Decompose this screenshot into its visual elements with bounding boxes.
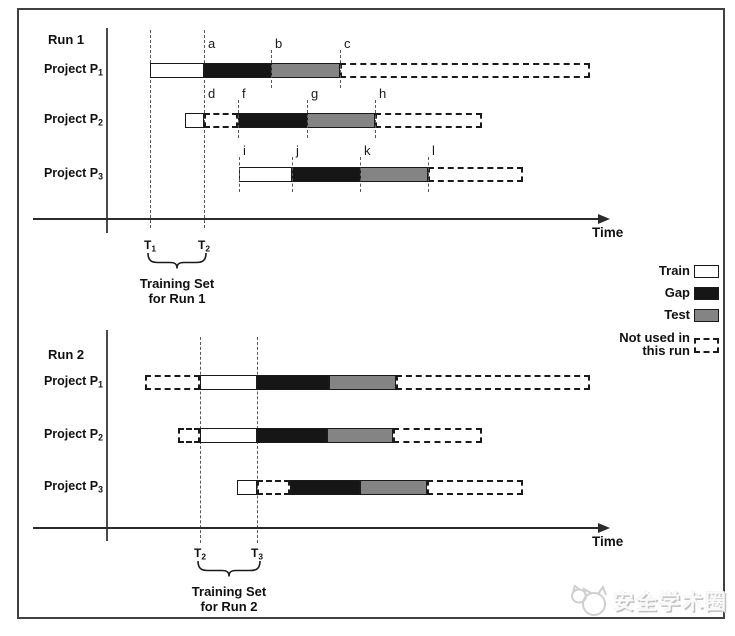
project-label: Project P2 [43, 112, 103, 128]
axis-tick-label: T2 [193, 546, 207, 562]
bar-segment-test [271, 63, 340, 78]
time-axis-label: Time [592, 225, 624, 240]
legend-swatch-test [694, 309, 719, 322]
boundary-line [340, 50, 341, 88]
boundary-label-i: i [243, 143, 246, 158]
time-axis [33, 527, 599, 529]
project-label: Project P1 [43, 374, 103, 390]
training-set-caption: Training Set [191, 584, 267, 599]
bar-segment-unused [178, 428, 200, 443]
section-vertical-line [106, 330, 108, 541]
figure-border-frame [17, 8, 725, 619]
boundary-label-k: k [364, 143, 371, 158]
boundary-label-a: a [208, 36, 216, 51]
boundary-line [307, 100, 308, 138]
legend-label-train: Train [658, 263, 690, 278]
bar-segment-test [329, 375, 396, 390]
bar-segment-train [200, 375, 257, 390]
bar-segment-gap [292, 167, 360, 182]
training-set-caption: for Run 2 [200, 599, 258, 614]
boundary-label-l: l [432, 143, 435, 158]
bar-segment-gap [238, 113, 307, 128]
axis-tick-label: T3 [250, 546, 264, 562]
bar-segment-unused [340, 63, 590, 78]
time-axis-label: Time [592, 534, 624, 549]
time-axis-arrow-icon [598, 523, 610, 533]
boundary-label-f: f [242, 86, 246, 101]
training-set-brace [197, 560, 261, 577]
boundary-label-d: d [208, 86, 216, 101]
legend-label-gap: Gap [664, 285, 690, 300]
bar-segment-unused [393, 428, 482, 443]
boundary-line [238, 100, 239, 138]
training-set-caption: for Run 1 [148, 291, 206, 306]
bar-segment-unused [204, 113, 238, 128]
time-axis [33, 218, 599, 220]
axis-tick-label: T1 [143, 238, 157, 254]
boundary-label-b: b [275, 36, 283, 51]
boundary-label-j: j [296, 143, 299, 158]
run-title: Run 1 [48, 32, 85, 47]
project-label: Project P3 [43, 479, 103, 495]
guide-line [204, 30, 205, 228]
watermark-text: 安全学术圈 [613, 591, 728, 614]
bar-segment-unused [427, 480, 523, 495]
legend-swatch-gap [694, 287, 719, 300]
bar-segment-train [150, 63, 204, 78]
project-label: Project P2 [43, 427, 103, 443]
bar-segment-unused [257, 480, 290, 495]
boundary-label-c: c [344, 36, 351, 51]
legend-label-test: Test [664, 307, 690, 322]
bar-segment-gap [290, 480, 360, 495]
boundary-label-g: g [311, 86, 319, 101]
legend-swatch-train [694, 265, 719, 278]
watermark-logo-icon [571, 584, 607, 616]
watermark: 安全学术圈 [569, 583, 728, 619]
bar-segment-train [239, 167, 292, 182]
run-title: Run 2 [48, 347, 85, 362]
bar-segment-unused [428, 167, 523, 182]
guide-line [150, 30, 151, 228]
boundary-line [360, 157, 361, 192]
bar-segment-gap [257, 428, 327, 443]
boundary-line [271, 50, 272, 88]
boundary-line [428, 157, 429, 192]
axis-tick-label: T2 [197, 238, 211, 254]
bar-segment-test [307, 113, 375, 128]
bar-segment-unused [375, 113, 482, 128]
bar-segment-unused [396, 375, 590, 390]
time-axis-arrow-icon [598, 214, 610, 224]
bar-segment-train [237, 480, 257, 495]
bar-segment-test [327, 428, 393, 443]
bar-segment-gap [204, 63, 271, 78]
boundary-label-h: h [379, 86, 387, 101]
training-set-brace [147, 252, 207, 269]
legend-swatch-unused [694, 338, 719, 353]
project-label: Project P1 [43, 62, 103, 78]
training-set-caption: Training Set [139, 276, 215, 291]
bar-segment-train [185, 113, 204, 128]
bar-segment-unused [145, 375, 200, 390]
project-label: Project P3 [43, 166, 103, 182]
bar-segment-train [200, 428, 257, 443]
legend-label-unused: Not used in this run [619, 330, 690, 358]
boundary-line [292, 157, 293, 192]
boundary-line [239, 157, 240, 192]
boundary-line [375, 100, 376, 138]
bar-segment-test [360, 167, 428, 182]
section-vertical-line [106, 28, 108, 233]
bar-segment-test [360, 480, 427, 495]
bar-segment-gap [257, 375, 329, 390]
